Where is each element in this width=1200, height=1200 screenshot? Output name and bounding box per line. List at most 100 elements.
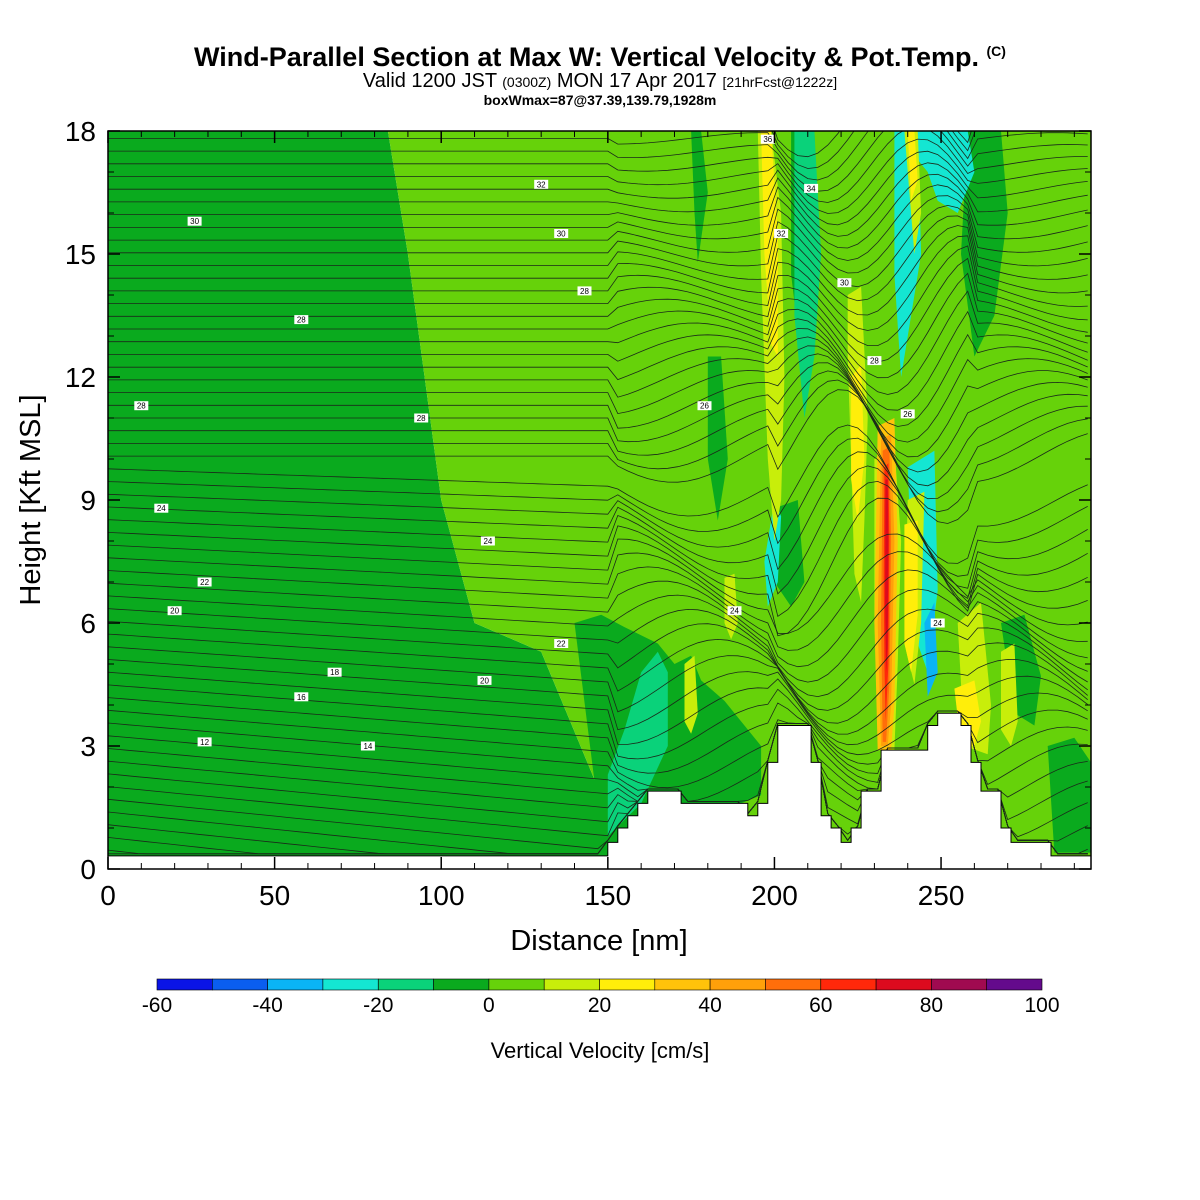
- theta-contour-line: [108, 594, 1088, 698]
- theta-contour-line: [108, 659, 1088, 756]
- x-tick-label: 250: [918, 880, 965, 911]
- colorbar-tick-label: 80: [920, 994, 943, 1017]
- contour-label: 32: [777, 230, 786, 239]
- theta-contour-line: [108, 173, 1088, 249]
- theta-contour-line: [108, 131, 1088, 203]
- terrain-profile: [108, 712, 1091, 869]
- x-tick-label: 0: [100, 880, 116, 911]
- y-tick-label: 6: [80, 608, 96, 639]
- theta-contour-line: [108, 566, 1088, 668]
- theta-contour-line: [108, 215, 1088, 302]
- chart-title-text: Wind-Parallel Section at Max W: Vertical…: [194, 42, 979, 72]
- contour-label-box: [837, 278, 852, 288]
- theta-contour-line: [108, 497, 1088, 637]
- theta-contour-line: [108, 533, 1088, 634]
- theta-contour-line: [108, 272, 1088, 379]
- velocity-region: [851, 364, 865, 521]
- terrain: [108, 712, 1091, 869]
- theta-contour-line: [108, 362, 1088, 487]
- theta-contour-line: [108, 257, 1088, 363]
- contour-label: 24: [157, 504, 166, 513]
- contour-label: 28: [870, 357, 879, 366]
- y-tick-label: 18: [65, 116, 96, 147]
- velocity-region: [707, 356, 728, 521]
- colorbar-swatch: [654, 978, 711, 991]
- colorbar-tick-label: -20: [363, 994, 393, 1017]
- theta-contour-line: [108, 580, 1088, 683]
- contour-label-box: [134, 401, 149, 411]
- theta-contour-line: [108, 633, 1088, 735]
- theta-contour-line: [108, 437, 1088, 577]
- contour-label: 20: [170, 607, 179, 616]
- theta-contour-line: [108, 551, 1088, 651]
- contour-label: 24: [483, 537, 492, 546]
- theta-contours: [108, 131, 1088, 855]
- theta-contour-line: [108, 195, 1088, 274]
- contour-label: 28: [297, 316, 306, 325]
- contour-label: 28: [137, 402, 146, 411]
- contour-label: 28: [417, 414, 426, 423]
- colorbar-swatch: [212, 978, 268, 991]
- velocity-region: [885, 479, 889, 673]
- contour-label: 30: [557, 230, 566, 239]
- theta-contour-line: [108, 345, 1088, 458]
- theta-contour-line: [108, 162, 1088, 237]
- theta-contour-line: [108, 290, 1088, 395]
- y-tick-label: 0: [80, 854, 96, 885]
- contour-label-box: [327, 667, 342, 677]
- theta-contour-line: [108, 353, 1088, 473]
- chart-subtitle: Valid 1200 JST (0300Z) MON 17 Apr 2017 […: [0, 70, 1200, 93]
- theta-contour-line: [108, 424, 1088, 564]
- y-tick-label: 9: [80, 485, 96, 516]
- theta-contour-line: [108, 336, 1088, 443]
- contour-label-box: [294, 692, 309, 702]
- contour-label: 36: [763, 135, 772, 144]
- velocity-region: [961, 131, 1008, 357]
- colorbar-swatch: [377, 978, 434, 991]
- y-tick-label: 15: [65, 239, 96, 270]
- colorbar-tick-label: -60: [142, 994, 172, 1017]
- theta-contour-line: [108, 235, 1088, 331]
- colorbar: -60 -40 -20 0 20 40 60 80 100: [142, 978, 1060, 1017]
- colorbar-tick-label: 60: [809, 994, 832, 1017]
- velocity-region: [1047, 737, 1091, 853]
- colorbar-swatch: [322, 978, 379, 991]
- valid-time: Valid 1200 JST: [362, 70, 497, 92]
- x-tick-label: 50: [259, 880, 290, 911]
- contour-label-box: [774, 229, 789, 238]
- contour-label-box: [154, 503, 169, 513]
- theta-contour-line: [108, 621, 1088, 724]
- contour-label: 12: [200, 738, 209, 747]
- contour-label-box: [554, 229, 569, 238]
- colorbar-swatch: [875, 978, 932, 991]
- forecast-info: [21hrFcst@1222z]: [722, 74, 838, 90]
- theta-contour-line: [108, 671, 1088, 765]
- contour-label: 28: [580, 287, 589, 296]
- contour-label: 30: [840, 279, 849, 288]
- x-axis-label: Distance [nm]: [510, 925, 687, 957]
- contour-label-box: [804, 183, 819, 193]
- contour-label-box: [360, 741, 375, 751]
- velocity-region: [904, 520, 918, 673]
- contour-label-box: [577, 286, 592, 296]
- contour-label: 20: [480, 676, 489, 685]
- contour-label: 22: [557, 640, 566, 649]
- theta-contour-line: [108, 370, 1088, 500]
- theta-contour-line: [108, 131, 1088, 192]
- x-tick-label: 100: [418, 880, 465, 911]
- colorbar-swatch: [931, 978, 988, 991]
- theta-contour-line: [108, 389, 1088, 524]
- theta-contour-line: [108, 131, 1088, 181]
- contour-label-box: [867, 356, 882, 366]
- contour-label-box: [197, 737, 212, 747]
- chart-title-tag: (C): [986, 43, 1006, 59]
- contour-label-box: [197, 577, 212, 587]
- colorbar-swatch: [986, 978, 1043, 991]
- y-tick-label: 3: [80, 731, 96, 762]
- y-axis-label: Height [Kft MSL]: [15, 394, 47, 605]
- colorbar-tick-label: 100: [1024, 994, 1059, 1017]
- x-tick-label: 150: [584, 880, 631, 911]
- colorbar-swatch: [709, 978, 766, 991]
- velocity-region: [907, 131, 918, 201]
